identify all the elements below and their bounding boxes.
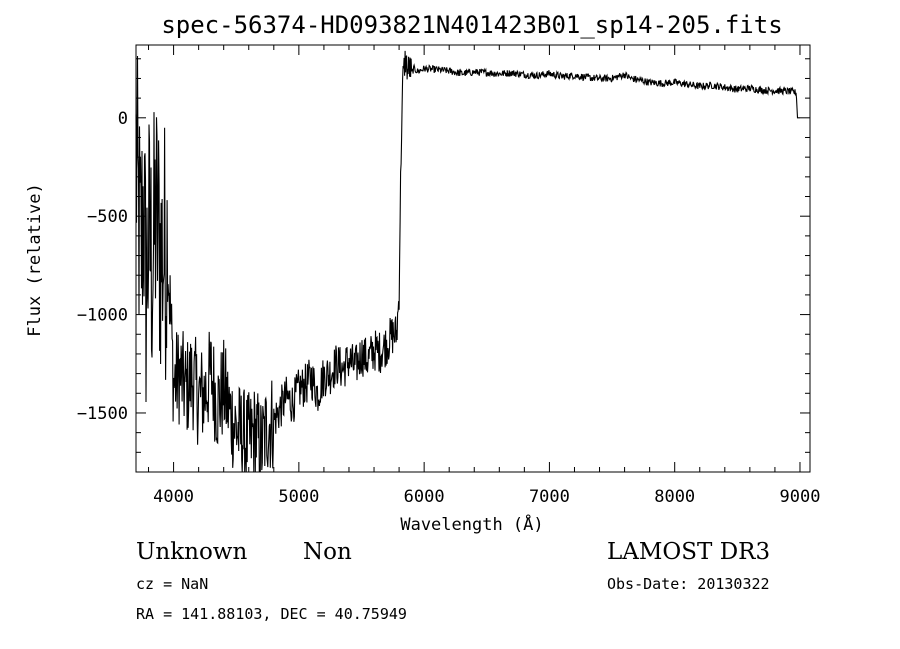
survey-label: LAMOST DR3 — [607, 539, 770, 565]
x-tick-label: 4000 — [153, 487, 194, 507]
subclass-label: Non — [303, 539, 352, 565]
y-tick-label: −500 — [87, 207, 128, 227]
y-tick-label: 0 — [118, 109, 128, 129]
x-axis-label: Wavelength (Å) — [400, 513, 543, 535]
chart-title: spec-56374-HD093821N401423B01_sp14-205.f… — [161, 11, 782, 39]
x-tick-label: 9000 — [780, 487, 821, 507]
y-axis-ticks: 0 −500 −1000 −1500 — [77, 58, 810, 473]
x-axis-ticks: 4000 5000 6000 7000 8000 9000 — [148, 45, 821, 507]
x-tick-label: 5000 — [278, 487, 319, 507]
classification-label: Unknown — [136, 539, 247, 565]
coordinates-text: RA = 141.88103, DEC = 40.75949 — [136, 605, 407, 623]
plot-frame — [135, 44, 811, 473]
x-tick-label: 6000 — [404, 487, 445, 507]
redshift-text: cz = NaN — [136, 575, 208, 593]
y-tick-label: −1500 — [77, 404, 128, 424]
y-axis-label: Flux (relative) — [25, 183, 45, 337]
x-tick-label: 7000 — [529, 487, 570, 507]
obs-date-text: Obs-Date: 20130322 — [607, 575, 770, 593]
spectrum-line — [135, 50, 800, 473]
x-tick-label: 8000 — [654, 487, 695, 507]
y-tick-label: −1000 — [77, 306, 128, 326]
